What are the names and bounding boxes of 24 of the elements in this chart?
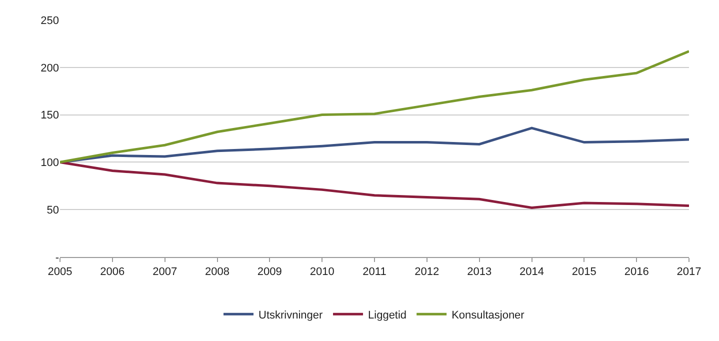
x-tick-label: 2005: [48, 266, 72, 278]
y-tick-label: 50: [46, 204, 59, 216]
legend-label: Utskrivninger: [258, 309, 324, 322]
y-tick-label: 200: [40, 62, 59, 74]
x-tick-label: 2016: [624, 266, 649, 278]
x-tick-label: 2015: [572, 266, 596, 278]
line-series: [60, 160, 689, 209]
y-tick-label: 250: [40, 14, 59, 27]
legend-label: Liggetid: [368, 309, 407, 322]
x-tick-label: 2006: [100, 266, 125, 278]
y-tick-label: 150: [40, 110, 59, 122]
y-tick-label: 100: [40, 157, 59, 170]
x-tick-label: 2010: [310, 266, 334, 278]
x-tick-label: 2009: [257, 266, 282, 278]
x-tick-label: 2014: [520, 266, 544, 278]
x-tick-label: 2013: [467, 266, 492, 278]
x-tick-label: 2007: [152, 266, 178, 278]
line-series: [60, 50, 689, 164]
x-tick-label: 2012: [414, 266, 440, 278]
x-tick-label: 2017: [676, 266, 702, 278]
x-tick-label: 2011: [362, 266, 386, 278]
legend-label: Konsultasjoner: [452, 309, 525, 322]
x-tick-label: 2008: [205, 266, 230, 278]
y-tick-label: -: [55, 252, 60, 264]
